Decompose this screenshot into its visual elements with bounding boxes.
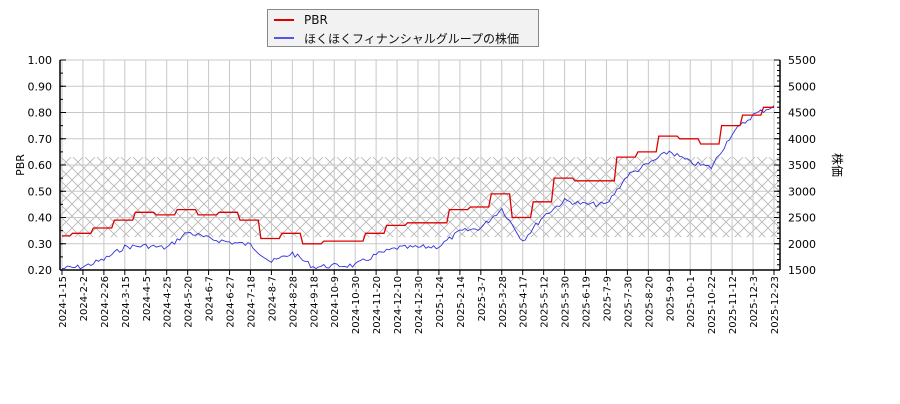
x-tick-label: 2025-12-23 (770, 276, 781, 334)
left-tick-label: 0.20 (28, 264, 53, 277)
left-tick-label: 0.30 (28, 238, 53, 251)
x-tick-label: 2024-8-28 (288, 276, 299, 328)
x-tick-label: 2025-5-12 (540, 276, 551, 328)
pbr-line (62, 106, 774, 245)
x-tick-label: 2025-7-30 (623, 276, 634, 328)
right-tick-label: 4500 (788, 107, 816, 120)
shaded-band (60, 157, 780, 238)
x-tick-label: 2024-7-18 (246, 276, 257, 328)
left-tick-label: 1.00 (28, 54, 53, 67)
right-tick-label: 3500 (788, 159, 816, 172)
x-tick-label: 2024-12-30 (414, 276, 425, 334)
legend-swatch-pbr (274, 19, 294, 21)
series (61, 105, 775, 270)
x-tick-label: 2025-1-24 (435, 276, 446, 328)
left-tick-label: 0.60 (28, 159, 53, 172)
x-tick-label: 2025-2-14 (456, 276, 467, 328)
right-tick-label: 1500 (788, 264, 816, 277)
price-line (61, 105, 775, 270)
right-tick-label: 2500 (788, 212, 816, 225)
x-tick-label: 2024-4-5 (142, 276, 153, 321)
left-axis-title: PBR (14, 154, 27, 176)
x-tick-label: 2025-11-12 (728, 276, 739, 334)
legend-label-pbr: PBR (304, 13, 328, 27)
x-tick-label: 2025-3-7 (477, 276, 488, 321)
x-tick-label: 2024-6-7 (205, 276, 216, 321)
x-tick-label: 2024-4-25 (163, 276, 174, 328)
legend-item-pbr: PBR (274, 12, 328, 28)
legend-label-price: ほくほくフィナンシャルグループの株価 (304, 31, 520, 46)
x-tick-label: 2025-5-30 (561, 276, 572, 328)
x-tick-label: 2025-3-28 (498, 276, 509, 328)
right-tick-label: 5500 (788, 54, 816, 67)
left-tick-label: 0.80 (28, 107, 53, 120)
left-tick-label: 0.90 (28, 80, 53, 93)
right-tick-label: 2000 (788, 238, 816, 251)
x-tick-label: 2024-11-20 (372, 276, 383, 334)
x-tick-label: 2025-9-9 (665, 276, 676, 321)
right-tick-label: 4000 (788, 133, 816, 146)
x-tick-label: 2025-10-1 (686, 276, 697, 328)
legend-swatch-price (274, 37, 294, 39)
x-tick-label: 2025-7-9 (602, 276, 613, 321)
x-tick-label: 2025-4-17 (519, 276, 530, 328)
left-tick-label: 0.70 (28, 133, 53, 146)
x-tick-label: 2024-9-18 (309, 276, 320, 328)
x-tick-label: 2024-1-15 (58, 276, 69, 328)
x-tick-label: 2024-10-30 (351, 276, 362, 334)
x-tick-label: 2025-10-22 (707, 276, 718, 334)
left-tick-label: 0.50 (28, 185, 53, 198)
axes: 1.00 0.90 0.80 0.70 0.60 0.50 0.40 0.30 0.20 5500… (14, 54, 845, 334)
x-tick-label: 2024-12-10 (393, 276, 404, 334)
right-axis-title: 株価 (830, 153, 845, 177)
right-tick-label: 3000 (788, 185, 816, 198)
x-tick-label: 2024-2-26 (100, 276, 111, 328)
x-tick-label: 2024-2-2 (79, 276, 90, 321)
x-tick-label: 2024-6-27 (226, 276, 237, 328)
x-tick-label: 2024-5-20 (184, 276, 195, 328)
legend-item-price: ほくほくフィナンシャルグループの株価 (274, 30, 519, 46)
left-tick-label: 0.40 (28, 212, 53, 225)
x-tick-label: 2024-3-15 (121, 276, 132, 328)
right-tick-label: 5000 (788, 80, 816, 93)
x-tick-label: 2025-6-19 (582, 276, 593, 328)
x-tick-label: 2025-8-20 (644, 276, 655, 328)
legend: PBR ほくほくフィナンシャルグループの株価 (267, 9, 539, 47)
hatched-band (60, 157, 780, 238)
x-tick-label: 2025-12-3 (749, 276, 760, 328)
x-tick-label: 2024-8-7 (267, 276, 278, 321)
grid (60, 59, 780, 271)
x-tick-label: 2024-10-9 (330, 276, 341, 328)
